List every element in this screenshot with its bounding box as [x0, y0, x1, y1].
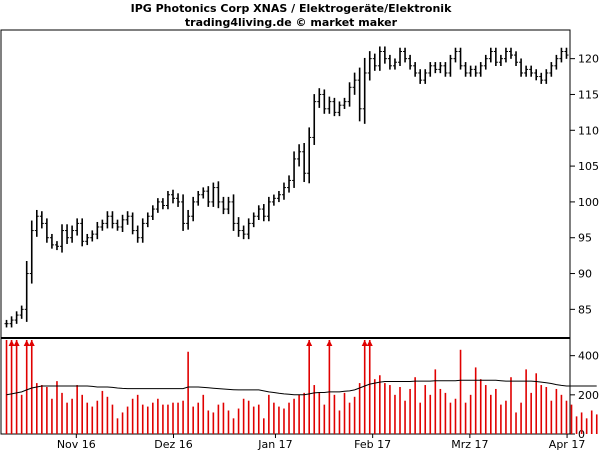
price-tick-label: 100 — [578, 196, 599, 209]
price-tick-label: 95 — [578, 232, 592, 245]
volume-tick-label: 400 — [578, 350, 599, 363]
price-tick-label: 120 — [578, 53, 599, 66]
price-panel: 85 90 95 100 105 110 115 120 — [0, 29, 599, 339]
volume-overflow-arrow — [361, 340, 368, 346]
x-tick-label: Mrz 17 — [451, 438, 488, 450]
x-tick-label: Apr 17 — [549, 438, 586, 450]
price-tick-label: 105 — [578, 160, 599, 173]
chart-subtitle: trading4living.de © market maker — [184, 16, 398, 29]
volume-overflow-arrow — [366, 340, 373, 346]
price-tick-label: 115 — [578, 88, 599, 101]
x-tick-label: Dez 16 — [154, 438, 193, 450]
volume-overflow-arrow — [23, 340, 30, 346]
price-tick-label: 110 — [578, 124, 599, 137]
volume-tick-label: 200 — [578, 389, 599, 402]
x-tick-label: Feb 17 — [354, 438, 391, 450]
volume-average-line — [6, 379, 597, 396]
x-axis: Nov 16 Dez 16 Jan 17 Feb 17 Mrz 17 Apr 17 — [57, 434, 586, 450]
x-tick-label: Nov 16 — [57, 438, 96, 450]
volume-overflow-arrow — [8, 340, 15, 346]
chart-title: IPG Photonics Corp XNAS / Elektrogeräte/… — [130, 2, 452, 15]
volume-panel: 0 200 400 — [0, 337, 599, 441]
volume-overflow-arrow — [28, 340, 35, 346]
volume-overflow-arrow — [13, 340, 20, 346]
x-tick-label: Jan 17 — [257, 438, 292, 450]
price-tick-label: 85 — [578, 303, 592, 316]
price-frame — [0, 29, 571, 339]
price-tick-label: 90 — [578, 268, 592, 281]
volume-tick-label: 0 — [578, 428, 585, 441]
volume-overflow-arrow — [306, 340, 313, 346]
volume-overflow-arrow — [326, 340, 333, 346]
